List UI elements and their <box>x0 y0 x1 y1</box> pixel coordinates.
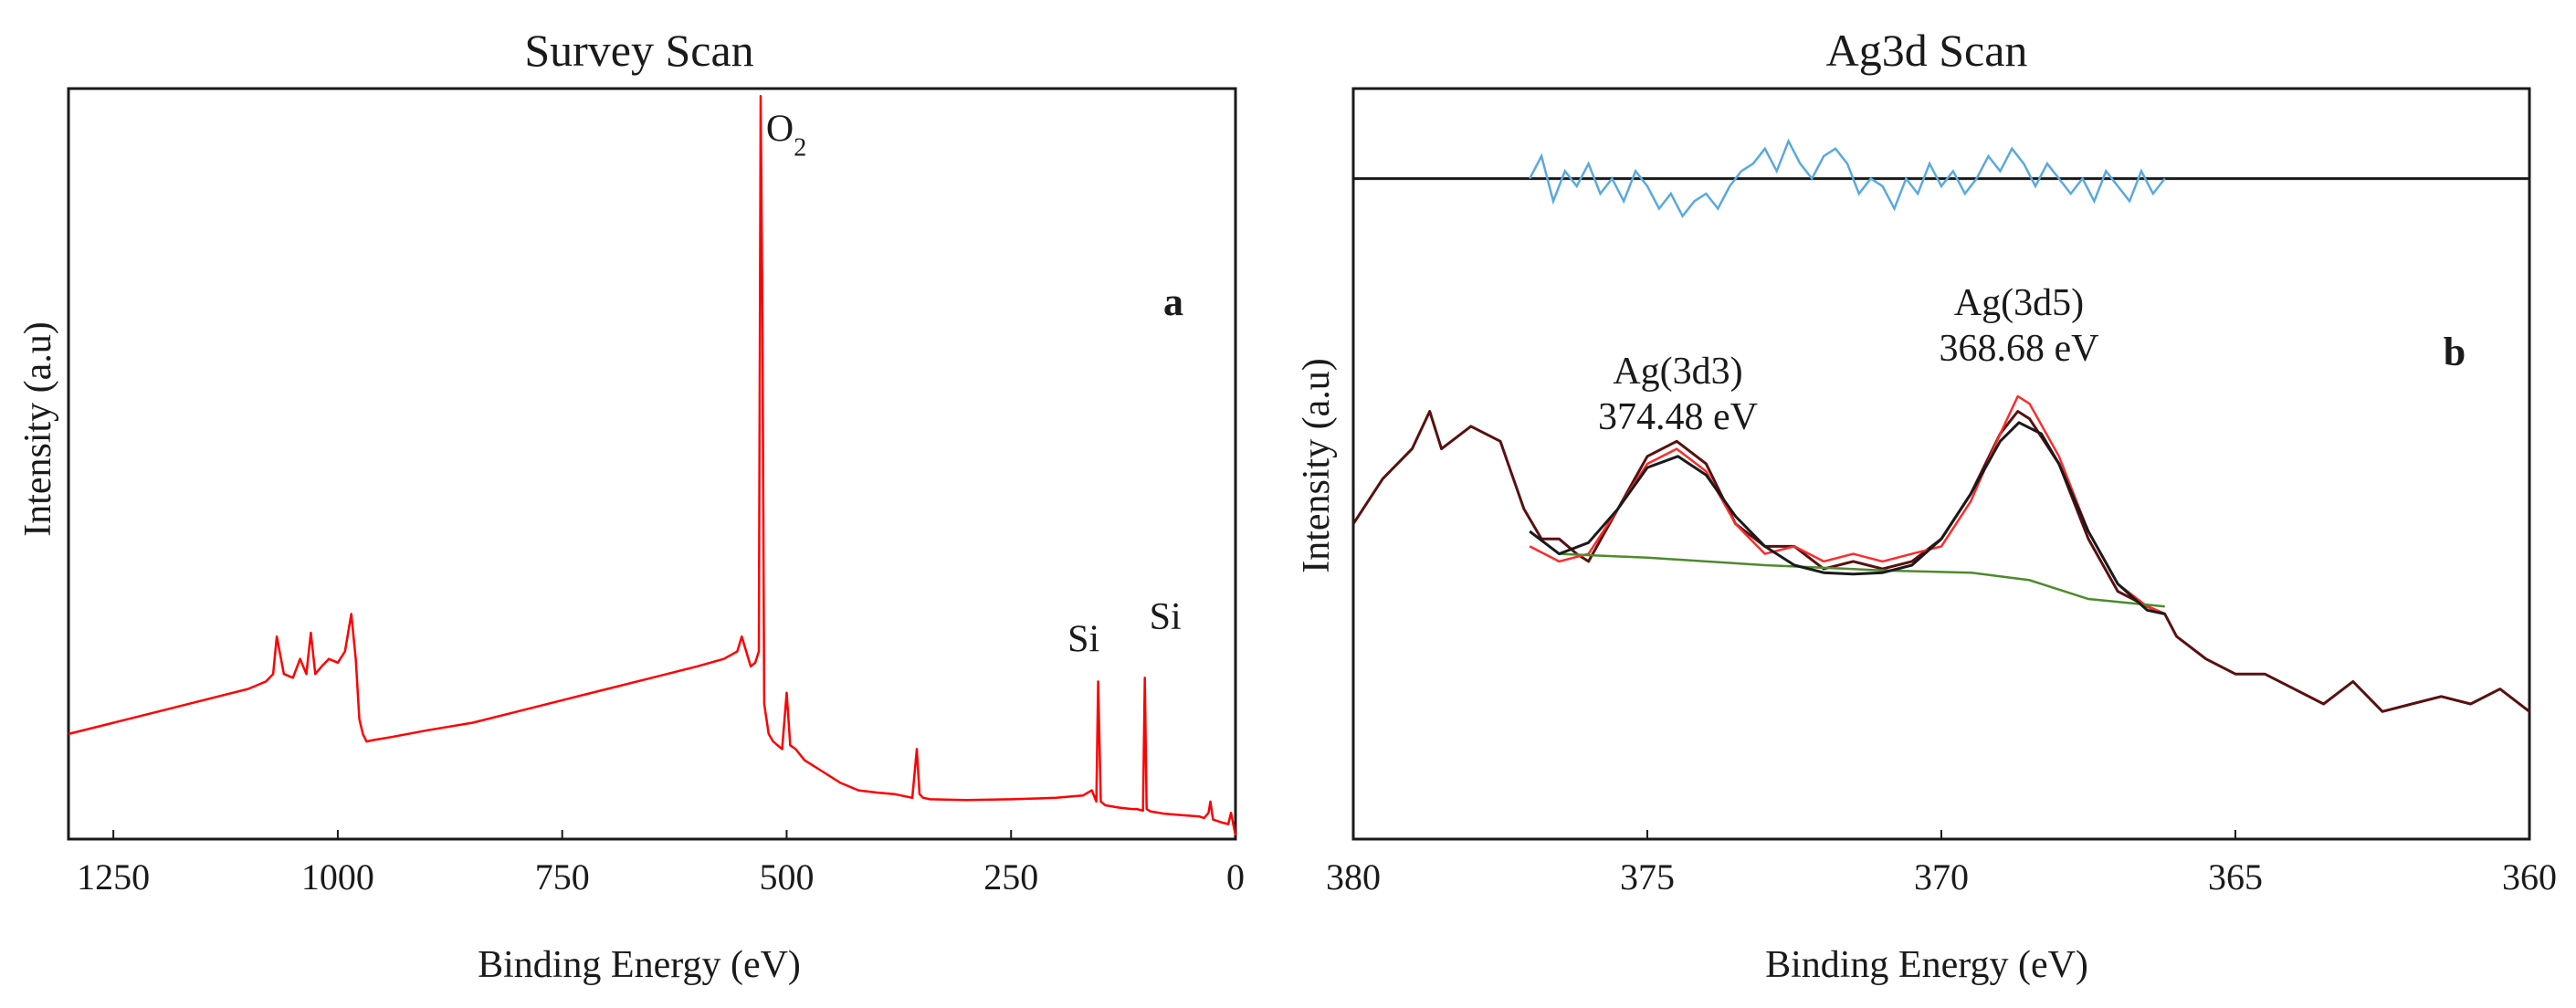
survey-scan-ylabel: Intensity (a.u) <box>17 321 59 537</box>
ag3d-scan-ylabel: Intensity (a.u) <box>1296 358 1338 573</box>
survey-peak-label: Si <box>1067 619 1099 661</box>
survey-scan-title: Survey Scan <box>524 25 753 76</box>
survey-scan-x-tick-label: 500 <box>759 856 814 898</box>
survey-scan-x-tick-label: 1000 <box>301 856 374 898</box>
ag3d-scan-series <box>1351 138 2530 713</box>
ag3d-scan-ticks: 380 375 370 365 360 <box>1326 830 2557 898</box>
survey-scan-xlabel: Binding Energy (eV) <box>478 944 801 986</box>
ag3d-scan-title: Ag3d Scan <box>1826 25 2028 76</box>
survey-scan-ticks: 1250 1000 750 500 250 0 <box>77 830 1245 898</box>
survey-spectrum-line <box>68 94 1237 836</box>
survey-scan-plot-frame <box>67 87 1237 841</box>
ag-peak-energy-label: 368.68 eV <box>1940 328 2099 370</box>
survey-scan-annotations: O2 Si Si <box>766 109 1182 661</box>
survey-peak-label: O2 <box>766 109 806 163</box>
ag3d-scan-xlabel: Binding Energy (eV) <box>1765 944 2088 986</box>
survey-scan-x-tick-label: 1250 <box>77 856 150 898</box>
ag3d-scan-x-tick-label: 360 <box>2502 856 2557 898</box>
ag3d-scan-plot-frame <box>1351 87 2531 841</box>
ag3d-scan-x-tick-label: 370 <box>1914 856 1969 898</box>
survey-scan-panel: Survey Scan Intensity (a.u) Binding Ener… <box>17 25 1245 986</box>
ag-peak-energy-label: 374.48 eV <box>1598 396 1758 438</box>
ag3d-scan-x-tick-label: 380 <box>1326 856 1381 898</box>
background-line <box>1559 552 2165 608</box>
survey-scan-x-tick-label: 0 <box>1226 856 1245 898</box>
survey-scan-panel-letter: a <box>1163 279 1183 324</box>
raw-data-line <box>1351 410 2530 713</box>
fit-peaks-line <box>1529 394 2166 615</box>
ag3d-scan-x-tick-label: 365 <box>2208 856 2263 898</box>
ag3d-scan-annotations: Ag(3d3)374.48 eV Ag(3d5)368.68 eV <box>1598 282 2099 438</box>
ag-peak-name-label: Ag(3d5) <box>1954 282 2084 324</box>
ag-peak-name-label: Ag(3d3) <box>1613 351 1742 393</box>
survey-scan-x-tick-label: 750 <box>535 856 590 898</box>
envelope-line <box>1529 421 2166 615</box>
ag3d-scan-panel-letter: b <box>2444 330 2466 374</box>
survey-scan-x-tick-label: 250 <box>983 856 1038 898</box>
survey-peak-label: Si <box>1150 596 1182 638</box>
ag3d-scan-x-tick-label: 375 <box>1620 856 1675 898</box>
residual-line <box>1529 138 2166 218</box>
survey-scan-series <box>68 94 1237 836</box>
ag3d-scan-panel: Ag3d Scan Intensity (a.u) Binding Energy… <box>1296 25 2557 986</box>
